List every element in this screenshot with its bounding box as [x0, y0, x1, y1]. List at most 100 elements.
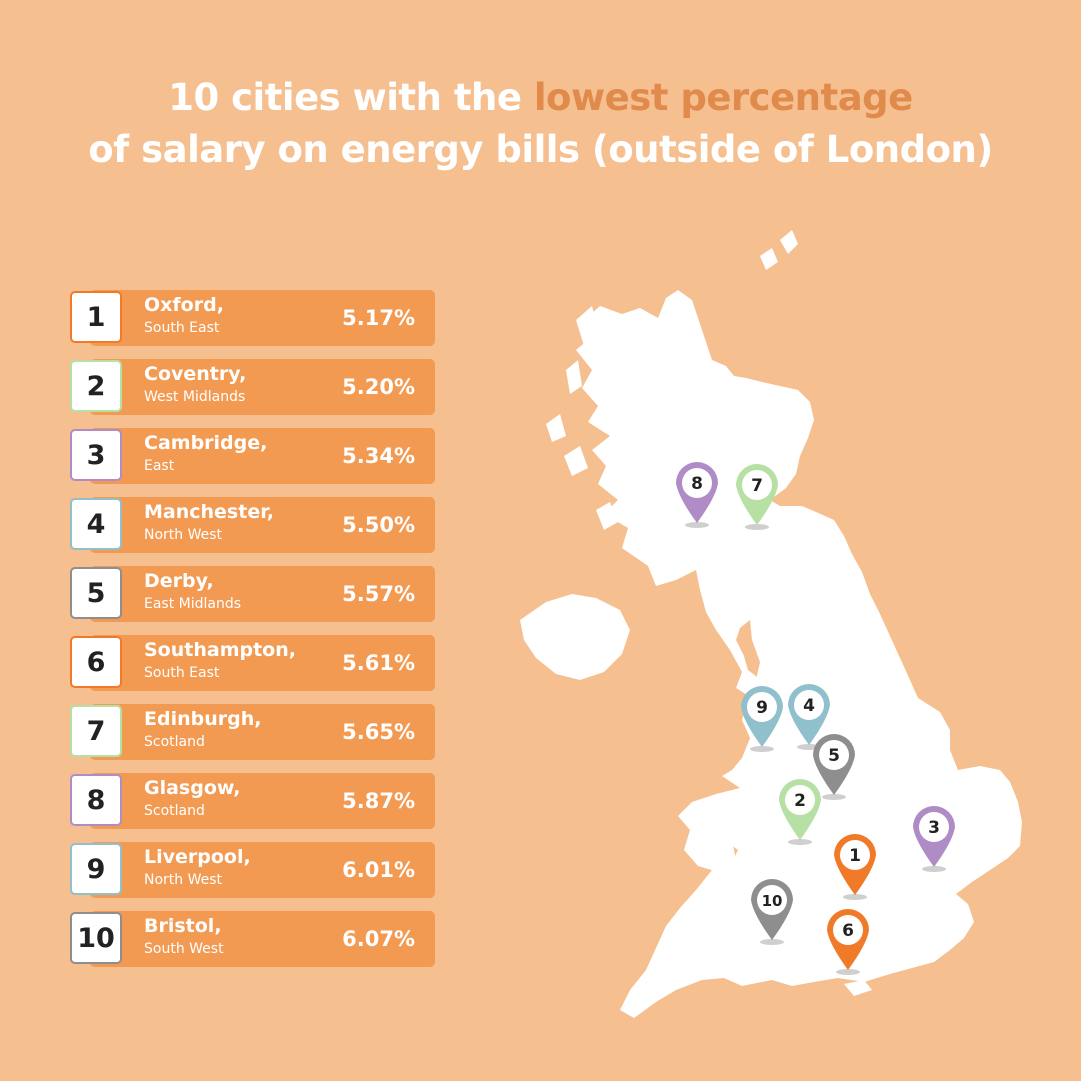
pin-shadow — [788, 839, 812, 845]
pin-center — [742, 470, 772, 500]
island-7 — [546, 414, 566, 442]
map-pin-8: 8 — [676, 462, 718, 528]
title-line-1: 10 cities with the lowest percentage — [0, 72, 1081, 124]
ranking-bar — [90, 842, 435, 898]
percentage-value: 5.34% — [342, 444, 415, 468]
region-name: East — [144, 458, 175, 474]
ranking-bar — [90, 911, 435, 967]
ranking-row: 2 Coventry, West Midlands 5.20% — [70, 359, 435, 415]
pin-shadow — [745, 524, 769, 530]
region-name: North West — [144, 872, 223, 888]
percentage-value: 5.20% — [342, 375, 415, 399]
island-5 — [564, 446, 588, 476]
map-pin-10: 10 — [751, 879, 793, 945]
rank-number: 10 — [70, 912, 122, 964]
pin-shadow — [750, 746, 774, 752]
rank-number: 8 — [70, 774, 122, 826]
ranking-bar — [90, 497, 435, 553]
city-name: Liverpool, — [144, 846, 251, 868]
rank-number: 1 — [70, 291, 122, 343]
rank-number: 5 — [70, 567, 122, 619]
percentage-value: 5.61% — [342, 651, 415, 675]
ranking-row: 5 Derby, East Midlands 5.57% — [70, 566, 435, 622]
page-title: 10 cities with the lowest percentage of … — [0, 72, 1081, 176]
percentage-value: 5.57% — [342, 582, 415, 606]
map-pin-2: 2 — [779, 779, 821, 845]
rank-number: 7 — [70, 705, 122, 757]
ranking-bar — [90, 635, 435, 691]
rank-number: 4 — [70, 498, 122, 550]
ranking-bar — [90, 428, 435, 484]
city-name: Derby, — [144, 570, 214, 592]
map-pin-7: 7 — [736, 464, 778, 530]
region-name: Scotland — [144, 734, 205, 750]
map-pin-9: 9 — [741, 686, 783, 752]
title-prefix: 10 cities with the — [168, 76, 522, 119]
pin-shadow — [843, 894, 867, 900]
ranking-bar — [90, 359, 435, 415]
pin-center — [794, 690, 824, 720]
pin-center — [747, 692, 777, 722]
region-name: North West — [144, 527, 223, 543]
island-1 — [780, 230, 798, 254]
ranking-row: 3 Cambridge, East 5.34% — [70, 428, 435, 484]
map-pin-4: 4 — [788, 683, 830, 750]
region-name: South West — [144, 941, 224, 957]
ranking-row: 6 Southampton, South East 5.61% — [70, 635, 435, 691]
city-name: Coventry, — [144, 363, 247, 385]
title-highlight: lowest percentage — [533, 76, 913, 119]
region-name: West Midlands — [144, 389, 246, 405]
pin-center — [757, 885, 787, 915]
percentage-value: 5.17% — [342, 306, 415, 330]
pin-label: 9 — [756, 698, 768, 718]
region-name: Scotland — [144, 803, 205, 819]
city-name: Glasgow, — [144, 777, 241, 799]
city-name: Manchester, — [144, 501, 275, 523]
isle-of-wight — [844, 980, 872, 996]
rank-number: 9 — [70, 843, 122, 895]
wales-shape — [678, 788, 742, 872]
pin-center — [919, 812, 949, 842]
percentage-value: 6.01% — [342, 858, 415, 882]
ranking-row: 7 Edinburgh, Scotland 5.65% — [70, 704, 435, 760]
pin-center — [833, 915, 863, 945]
ranking-row: 10 Bristol, South West 6.07% — [70, 911, 435, 967]
ranking-row: 1 Oxford, South East 5.17% — [70, 290, 435, 346]
pin-shadow — [836, 969, 860, 975]
pin-label: 10 — [762, 892, 783, 910]
city-name: Edinburgh, — [144, 708, 262, 730]
pin-label: 7 — [751, 476, 763, 496]
region-name: South East — [144, 320, 220, 336]
pin-label: 1 — [849, 846, 861, 866]
island-4 — [566, 360, 582, 394]
ranking-row: 4 Manchester, North West 5.50% — [70, 497, 435, 553]
map-pin-3: 3 — [913, 806, 955, 872]
pin-center — [785, 785, 815, 815]
pin-label: 3 — [928, 818, 940, 838]
ranking-row: 9 Liverpool, North West 6.01% — [70, 842, 435, 898]
pin-label: 6 — [842, 921, 854, 941]
percentage-value: 5.87% — [342, 789, 415, 813]
percentage-value: 5.65% — [342, 720, 415, 744]
pin-label: 8 — [691, 474, 703, 494]
city-name: Cambridge, — [144, 432, 268, 454]
region-name: East Midlands — [144, 596, 242, 612]
city-name: Bristol, — [144, 915, 222, 937]
rank-number: 3 — [70, 429, 122, 481]
great-britain-shape — [576, 290, 1022, 1018]
pin-shadow — [922, 866, 946, 872]
region-name: South East — [144, 665, 220, 681]
map-pin-5: 5 — [813, 734, 855, 800]
ranking-bar — [90, 704, 435, 760]
map-pins: 8 7 9 4 5 2 3 1 10 6 — [676, 462, 955, 975]
pin-shadow — [822, 794, 846, 800]
uk-map: 8 7 9 4 5 2 3 1 10 6 — [520, 230, 1022, 1018]
rank-number: 2 — [70, 360, 122, 412]
rank-number: 6 — [70, 636, 122, 688]
city-name: Southampton, — [144, 639, 296, 661]
pin-label: 4 — [803, 696, 815, 716]
percentage-value: 6.07% — [342, 927, 415, 951]
island-2 — [760, 248, 778, 270]
ranking-bar — [90, 773, 435, 829]
pin-shadow — [760, 939, 784, 945]
